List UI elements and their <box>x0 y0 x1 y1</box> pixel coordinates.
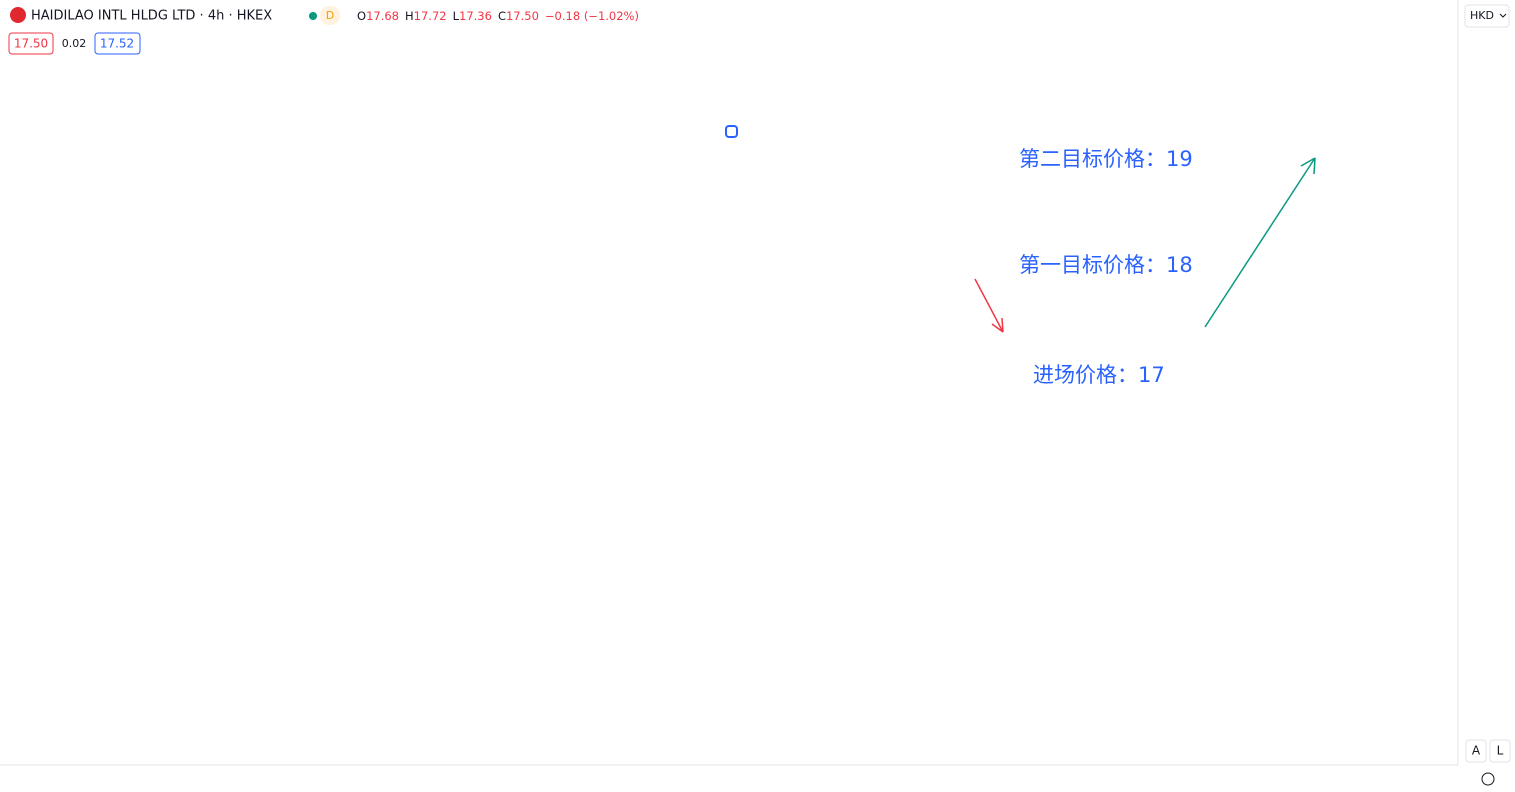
value-change: −0.18 (−1.02%) <box>545 9 639 23</box>
ohlc-legend: O17.68 H17.72 L17.36 C17.50 −0.18 (−1.02%) <box>357 9 639 23</box>
bid-box[interactable] <box>8 32 54 55</box>
bid: 17.50 <box>14 37 48 51</box>
annotation: 进场价格：17 <box>1033 363 1165 387</box>
badge-bg <box>320 6 340 25</box>
currency-button[interactable] <box>1464 4 1510 28</box>
spread: 0.02 <box>62 37 87 50</box>
ask: 17.52 <box>100 37 134 51</box>
label-l: L <box>453 9 460 23</box>
up-arrow <box>1204 157 1316 328</box>
log-button[interactable] <box>1489 739 1511 763</box>
settings-icon[interactable] <box>1481 772 1495 786</box>
symbol-logo <box>10 7 26 23</box>
value-open: 17.68 <box>366 9 399 23</box>
down-arrow <box>974 278 1004 333</box>
value-low: 17.36 <box>459 9 492 23</box>
auto-button[interactable] <box>1465 739 1487 763</box>
annotation: 第二目标价格：19 <box>1019 147 1193 171</box>
label-o: O <box>357 9 366 23</box>
label-c: C <box>498 9 506 23</box>
value-close: 17.50 <box>506 9 539 23</box>
symbol-title: HAIDILAO INTL HLDG LTD · 4h · HKEX <box>31 9 272 24</box>
value-high: 17.72 <box>414 9 447 23</box>
status-dot <box>309 12 317 20</box>
annotation: 第一目标价格：18 <box>1019 253 1193 277</box>
chevron <box>1499 13 1507 18</box>
log-label: L <box>1497 744 1504 758</box>
line-handle[interactable] <box>725 125 738 138</box>
ask-box[interactable] <box>94 32 141 55</box>
auto-label: A <box>1472 744 1481 758</box>
currency: HKD <box>1470 9 1494 22</box>
badge: D <box>326 9 334 22</box>
label-h: H <box>405 9 414 23</box>
